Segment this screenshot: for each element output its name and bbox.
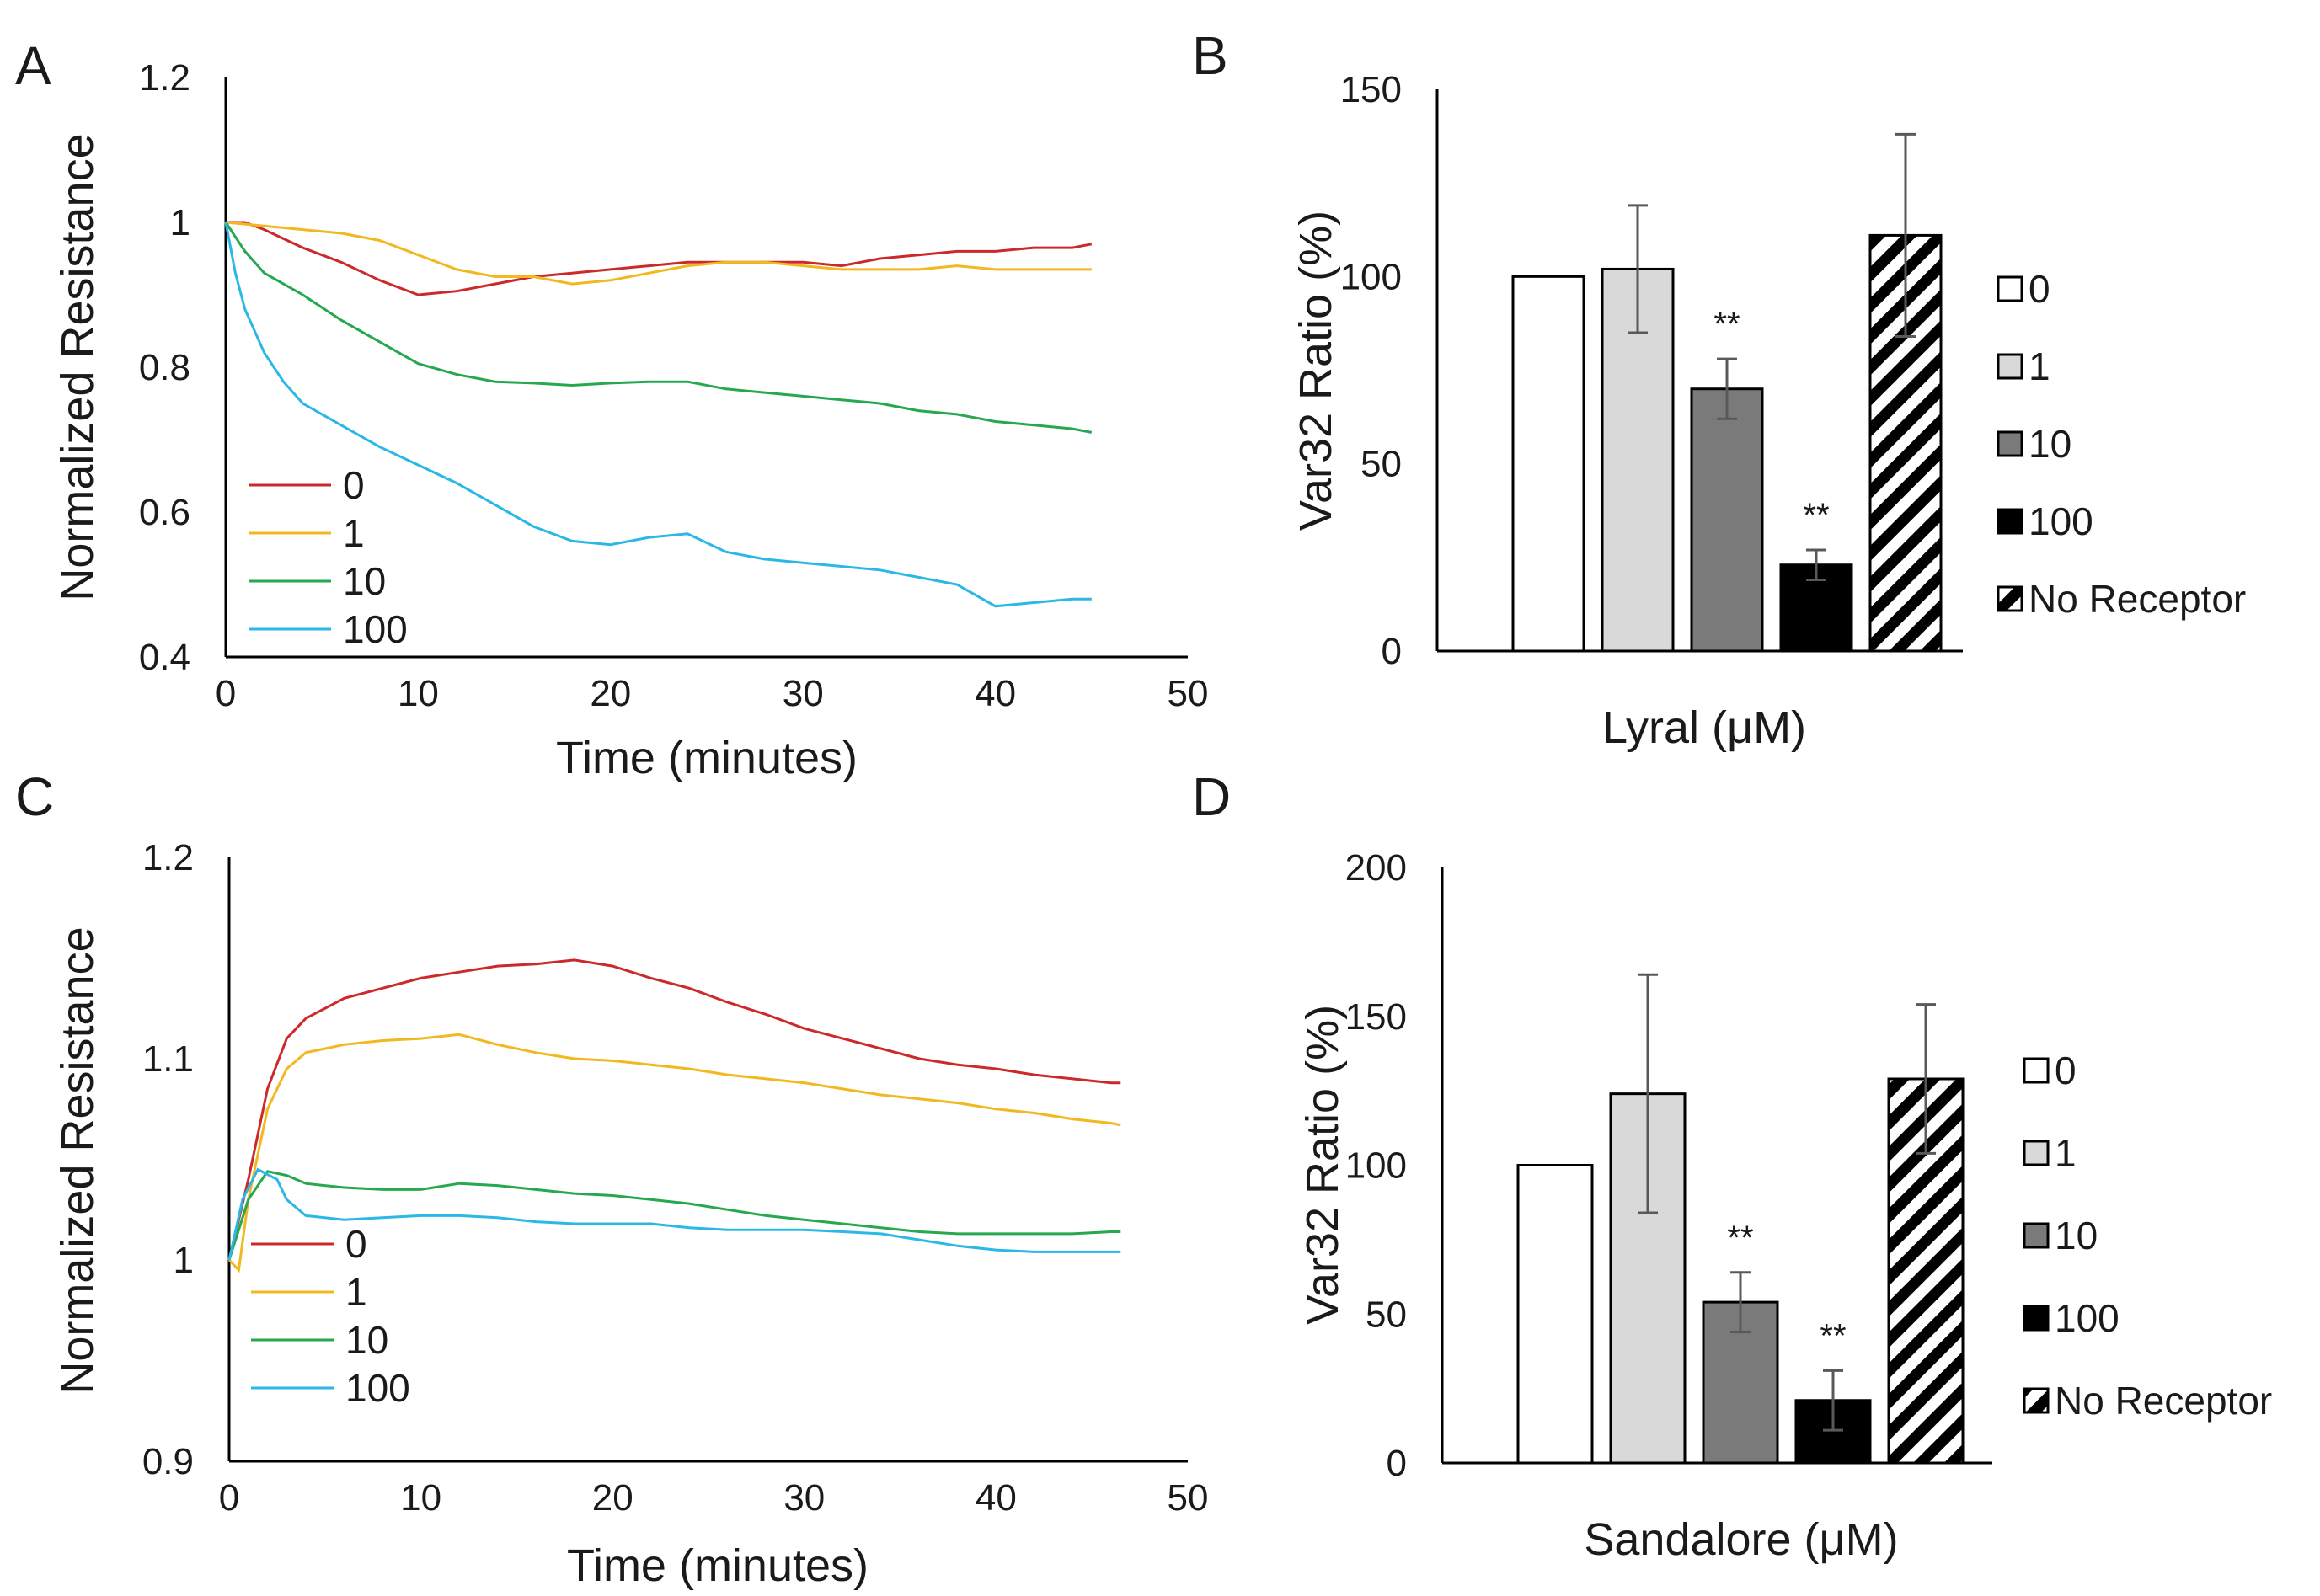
panel-a-series-10 bbox=[224, 222, 1093, 434]
panel-b-x-title: Lyral (μM) bbox=[1602, 702, 1806, 753]
legend-label-no-receptor: No Receptor bbox=[2055, 1379, 2272, 1423]
panel-a-line-chart: A Normalized Resistance Time (minutes) 0… bbox=[15, 35, 1208, 783]
panel-c-x-tick-label: 0 bbox=[219, 1477, 239, 1519]
panel-b-bar-0 bbox=[1511, 275, 1585, 653]
panel-c-letter: C bbox=[15, 766, 54, 827]
panel-d-bar-chart: D Var32 Ratio (%) Sandalore (μM) 0501001… bbox=[1192, 766, 2272, 1565]
legend-label-100: 100 bbox=[2055, 1296, 2120, 1340]
panel-a-y-title: Normalized Resistance bbox=[52, 133, 103, 601]
legend-label-1: 1 bbox=[2029, 344, 2050, 388]
panel-d-significance-3: ** bbox=[1820, 1317, 1846, 1354]
legend-label-100: 100 bbox=[345, 1366, 410, 1410]
panel-b-y-title: Var32 Ratio (%) bbox=[1291, 211, 1341, 531]
panel-a-series-100 bbox=[224, 222, 1092, 608]
legend-swatch-100 bbox=[1997, 508, 2023, 535]
legend-swatch-0 bbox=[1997, 275, 2023, 302]
panel-c-x-tick-label: 50 bbox=[1168, 1477, 1209, 1519]
panel-d-y-tick-label: 50 bbox=[1366, 1294, 1407, 1335]
legend-label-10: 10 bbox=[343, 559, 386, 603]
legend-label-0: 0 bbox=[343, 463, 365, 507]
panel-d-y-tick-label: 150 bbox=[1345, 996, 1407, 1038]
panel-a-x-tick-label: 10 bbox=[398, 673, 439, 714]
panel-a-x-tick-label: 50 bbox=[1168, 673, 1209, 714]
panel-b-significance-2: ** bbox=[1713, 306, 1740, 343]
panel-d-y-tick-label: 0 bbox=[1387, 1443, 1407, 1484]
legend-label-0: 0 bbox=[2029, 267, 2050, 311]
panel-a-y-tick-label: 1 bbox=[170, 202, 190, 243]
panel-c-x-title: Time (minutes) bbox=[567, 1540, 869, 1591]
panel-d-y-tick-label: 200 bbox=[1345, 847, 1407, 889]
panel-c-series-0 bbox=[227, 958, 1121, 1261]
panel-a-x-tick-label: 20 bbox=[590, 673, 631, 714]
panel-a-x-tick-label: 0 bbox=[216, 673, 236, 714]
legend-label-0: 0 bbox=[345, 1222, 367, 1266]
panel-c-x-tick-label: 20 bbox=[592, 1477, 633, 1519]
legend-swatch-1 bbox=[1997, 353, 2023, 380]
panel-b-y-tick-label: 0 bbox=[1382, 631, 1402, 672]
legend-label-1: 1 bbox=[345, 1270, 367, 1314]
legend-label-1: 1 bbox=[343, 511, 365, 555]
panel-d-y-title: Var32 Ratio (%) bbox=[1297, 1005, 1348, 1325]
legend-label-10: 10 bbox=[2055, 1214, 2098, 1257]
panel-c-y-tick-label: 1 bbox=[174, 1240, 194, 1281]
panel-c-y-title: Normalized Resistance bbox=[52, 926, 103, 1394]
legend-swatch-100 bbox=[2023, 1305, 2050, 1332]
panel-a-y-tick-label: 0.8 bbox=[139, 347, 190, 388]
panel-c-y-tick-label: 0.9 bbox=[142, 1441, 194, 1482]
panel-a-series-1 bbox=[225, 221, 1092, 286]
legend-swatch-10 bbox=[2023, 1222, 2050, 1249]
legend-label-0: 0 bbox=[2055, 1049, 2077, 1092]
legend-swatch-no-receptor bbox=[2023, 1387, 2050, 1414]
panel-b-significance-3: ** bbox=[1803, 497, 1829, 534]
panel-c-x-tick-label: 10 bbox=[400, 1477, 441, 1519]
panel-c-series-100 bbox=[227, 1167, 1121, 1261]
panel-c-series-1 bbox=[227, 1033, 1121, 1273]
panel-a-x-tick-label: 30 bbox=[783, 673, 824, 714]
legend-label-10: 10 bbox=[2029, 422, 2071, 466]
panel-c-x-tick-label: 40 bbox=[976, 1477, 1017, 1519]
panel-c-y-tick-label: 1.2 bbox=[142, 837, 194, 878]
panel-b-y-tick-label: 50 bbox=[1360, 444, 1402, 485]
legend-swatch-no-receptor bbox=[1997, 585, 2023, 612]
legend-label-1: 1 bbox=[2055, 1131, 2077, 1175]
legend-swatch-0 bbox=[2023, 1057, 2050, 1084]
panel-d-x-title: Sandalore (μM) bbox=[1584, 1514, 1898, 1565]
panel-b-y-tick-label: 150 bbox=[1340, 69, 1402, 110]
legend-label-no-receptor: No Receptor bbox=[2029, 577, 2246, 621]
panel-a-y-tick-label: 0.4 bbox=[139, 637, 190, 678]
panel-c-x-tick-label: 30 bbox=[783, 1477, 825, 1519]
panel-c-line-chart: C Normalized Resistance Time (minutes) 0… bbox=[15, 766, 1208, 1591]
panel-d-bar-0 bbox=[1516, 1164, 1594, 1465]
legend-label-10: 10 bbox=[345, 1318, 388, 1362]
panel-a-x-tick-label: 40 bbox=[975, 673, 1016, 714]
legend-swatch-10 bbox=[1997, 430, 2023, 457]
panel-d-y-tick-label: 100 bbox=[1345, 1145, 1407, 1187]
panel-a-letter: A bbox=[15, 35, 51, 96]
panel-b-bar-chart: B Var32 Ratio (%) Lyral (μM) 050100150**… bbox=[1192, 25, 2246, 753]
panel-d-significance-2: ** bbox=[1727, 1220, 1753, 1257]
legend-swatch-1 bbox=[2023, 1140, 2050, 1166]
panel-a-series-0 bbox=[226, 221, 1093, 296]
panel-a-y-tick-label: 0.6 bbox=[139, 492, 190, 533]
panel-d-letter: D bbox=[1192, 766, 1231, 827]
panel-a-x-title: Time (minutes) bbox=[556, 733, 858, 783]
panel-c-y-tick-label: 1.1 bbox=[142, 1038, 194, 1080]
panel-b-letter: B bbox=[1192, 25, 1228, 86]
panel-c-series-10 bbox=[227, 1170, 1121, 1261]
legend-label-100: 100 bbox=[2029, 499, 2093, 543]
panel-a-y-tick-label: 1.2 bbox=[139, 57, 190, 99]
legend-label-100: 100 bbox=[343, 607, 408, 651]
panel-b-y-tick-label: 100 bbox=[1340, 256, 1402, 297]
panel-b-bar-2 bbox=[1690, 387, 1764, 653]
